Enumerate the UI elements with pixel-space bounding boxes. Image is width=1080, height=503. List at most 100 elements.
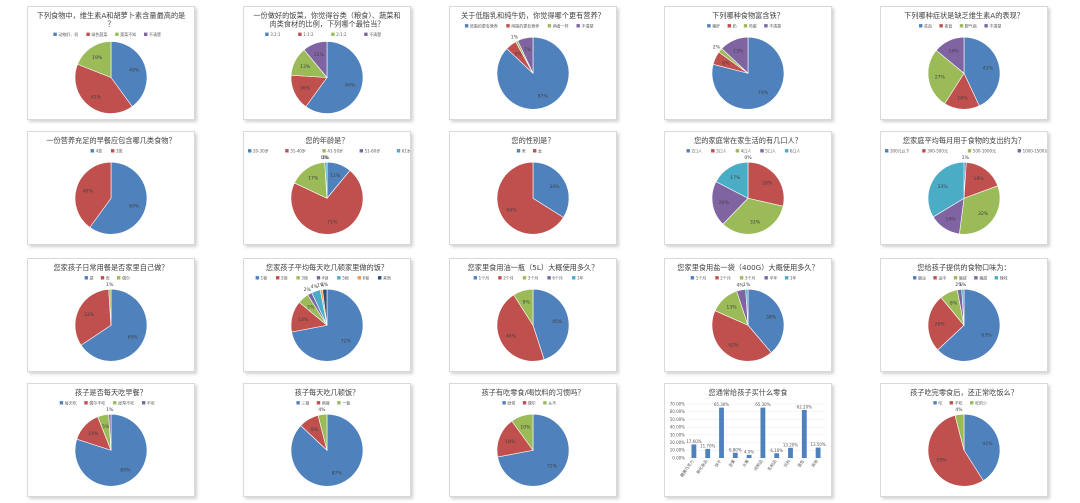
legend-label: 纯脂的更有营养 bbox=[511, 23, 539, 29]
pie-chart: 您家里食用油一瓶（5L）大概使用多久？ 1个月 2个月 3个月 6个月 1年 45% 46% 9… bbox=[468, 263, 598, 362]
legend-label: 每天吃 bbox=[65, 400, 77, 406]
legend-label: 1年 bbox=[577, 275, 584, 281]
chart-card: 下列哪种症状是缺乏维生素A的表现？ 贫血 夜盲 脚气病 不清楚 43% 16% 27% 14% bbox=[880, 6, 1048, 120]
pie-slice bbox=[324, 161, 328, 199]
chart-title: 下列食物中，维生素A和胡萝卜素含量最高的是 bbox=[37, 11, 186, 20]
chart-card: 关于低脂乳和纯牛奶，你觉得哪个更有营养？ 低脂的更有营养 纯脂的更有营养 两者一样 不清… bbox=[449, 6, 617, 120]
legend-label: 1顿 bbox=[261, 275, 268, 281]
chart-card: 您家里食用盐一袋（400G）大概使用多久？ 1个月 2个月 3个月 半年 1年 38% 42%… bbox=[664, 258, 832, 372]
legend-label: 不清楚 bbox=[149, 31, 161, 37]
legend-swatch bbox=[547, 276, 551, 280]
chart-card: 您给孩子提供的食物口味为： 偏淡 适中 偏咸 偏甜 辣味 63% 26% 8% 2% 1% bbox=[880, 258, 1048, 372]
pie-chart: 孩子是否每天吃早餐？ 每天吃 偶尔不吃 经常不吃 不吃 80% 14%5% 1% bbox=[59, 388, 155, 487]
x-tick-label: 其他 bbox=[809, 458, 819, 468]
legend-swatch bbox=[686, 149, 690, 153]
chart-title: 您家庭平均每月用于食物的支出约为？ bbox=[903, 136, 1025, 145]
data-label: 60% bbox=[345, 83, 356, 89]
data-label: 9% bbox=[311, 427, 319, 433]
data-label: 19% bbox=[92, 55, 103, 61]
pie-slice bbox=[108, 288, 112, 326]
data-label: 33% bbox=[84, 312, 95, 318]
legend-label: 辣味 bbox=[1000, 275, 1008, 281]
data-label: 1% bbox=[511, 34, 519, 40]
chart-card: 一份做好的饭菜，你觉得谷类（粮食）、蔬菜和 肉类食材的比例，下列哪个最恰当？ 3:2… bbox=[243, 6, 411, 120]
chart-title: 您的年龄是？ bbox=[305, 136, 348, 145]
legend-swatch bbox=[322, 149, 326, 153]
chart-title: 一份做好的饭菜，你觉得谷类（粮食）、蔬菜和 bbox=[253, 11, 400, 20]
data-label: 1% bbox=[106, 282, 114, 288]
legend-label: 4顿 bbox=[322, 275, 329, 281]
legend-label: 适中 bbox=[938, 275, 946, 281]
legend-label: 偶尔不吃 bbox=[89, 400, 105, 406]
legend-swatch bbox=[331, 32, 335, 36]
legend-swatch bbox=[90, 149, 94, 153]
data-label: 71% bbox=[327, 220, 338, 226]
data-label: 5% bbox=[514, 52, 522, 58]
chart-card: 您的年龄是？ 20-30岁 31-40岁 41-50岁 51-60岁 61岁以上 11% 71… bbox=[243, 131, 411, 245]
pie-slice bbox=[935, 36, 965, 74]
data-label: 79% bbox=[758, 90, 769, 96]
bar bbox=[774, 453, 780, 458]
legend-label: 贫血 bbox=[924, 23, 932, 29]
chart-card: 您家孩子日常用餐是否家里自己做？ 是 否 偶尔 65% 33% 1% bbox=[27, 258, 195, 372]
legend-swatch bbox=[994, 276, 998, 280]
legend-swatch bbox=[974, 276, 978, 280]
x-tick-label: 糖果巧克力 bbox=[678, 458, 694, 478]
data-label: 42% bbox=[728, 342, 739, 348]
x-tick-label: 饼干 bbox=[713, 458, 723, 468]
data-label: 46% bbox=[506, 333, 517, 339]
chart-title: 您家里食用盐一袋（400G）大概使用多久？ bbox=[677, 263, 818, 272]
pie-chart: 您给孩子提供的食物口味为： 偏淡 适中 偏咸 偏甜 辣味 63% 26% 8% 2%1% bbox=[913, 263, 1011, 362]
legend-swatch bbox=[743, 24, 748, 28]
chart-card: 您家庭平均每月用于食物的支出约为？ 300元以下 300-500元 500-1000元… bbox=[880, 131, 1048, 245]
legend-label: 猪肝 bbox=[712, 23, 720, 29]
legend-label: 6个月 bbox=[552, 276, 563, 281]
legend-label: 3类 bbox=[116, 148, 123, 154]
pie-slice bbox=[927, 415, 984, 487]
pie-slice bbox=[959, 185, 1001, 235]
data-label: 9% bbox=[523, 299, 531, 305]
legend-swatch bbox=[764, 276, 768, 280]
legend-label: 女 bbox=[538, 148, 542, 154]
legend-label: 夜盲 bbox=[944, 23, 952, 29]
pie-slice bbox=[305, 41, 364, 114]
y-tick-label: 0.00% bbox=[672, 455, 685, 460]
data-label: 34% bbox=[549, 184, 560, 190]
legend-label: 是 bbox=[90, 275, 94, 281]
data-label: 14% bbox=[946, 216, 957, 222]
data-label: 65.30% bbox=[714, 402, 729, 407]
legend-label: 吃 bbox=[938, 400, 942, 406]
x-tick-label: 乳制品 bbox=[766, 458, 778, 471]
data-label: 2% bbox=[321, 282, 329, 288]
bar bbox=[719, 407, 724, 458]
chart-card: 您通常给孩子买什么零食 70.00% 60.00% 50.00% 40.00% 30.00… bbox=[664, 383, 832, 497]
data-label: 41% bbox=[91, 94, 102, 100]
data-label: 1% bbox=[317, 282, 325, 288]
pie-slice bbox=[74, 161, 112, 228]
data-label: 11.70% bbox=[700, 443, 715, 448]
legend-label: 2:1:2 bbox=[336, 32, 347, 37]
legend-label: 不清楚 bbox=[989, 23, 1001, 29]
chart-title: 孩子每天吃几顿饭？ bbox=[295, 388, 360, 397]
data-label: 72% bbox=[341, 338, 352, 344]
pie-chart: 您家孩子日常用餐是否家里自己做？ 是 否 偶尔 65% 33% 1% bbox=[53, 263, 169, 362]
legend-swatch bbox=[316, 401, 321, 405]
data-label: 63% bbox=[981, 333, 992, 339]
legend-label: 半年 bbox=[770, 275, 778, 281]
legend-label: 经常 bbox=[507, 400, 515, 406]
legend-swatch bbox=[498, 276, 502, 280]
pie-slice bbox=[532, 288, 570, 360]
pie-slice bbox=[496, 161, 564, 235]
chart-title: 孩子吃完零食后，还正常吃饭么？ bbox=[910, 388, 1018, 397]
data-label: 4% bbox=[311, 284, 319, 290]
legend-swatch bbox=[100, 276, 105, 280]
legend-swatch bbox=[522, 276, 527, 280]
x-tick-label: 面包 bbox=[796, 458, 806, 468]
y-tick-label: 60.00% bbox=[670, 409, 685, 414]
pie-slice bbox=[963, 36, 1001, 107]
data-label: 1% bbox=[322, 155, 330, 161]
legend-label: 2顿 bbox=[281, 275, 288, 281]
legend-swatch bbox=[296, 276, 300, 280]
legend-swatch bbox=[113, 401, 117, 405]
pie-chart: 一份营养充足的早餐应包含哪几类食物？ 4类 3类 60% 40% bbox=[46, 136, 176, 235]
